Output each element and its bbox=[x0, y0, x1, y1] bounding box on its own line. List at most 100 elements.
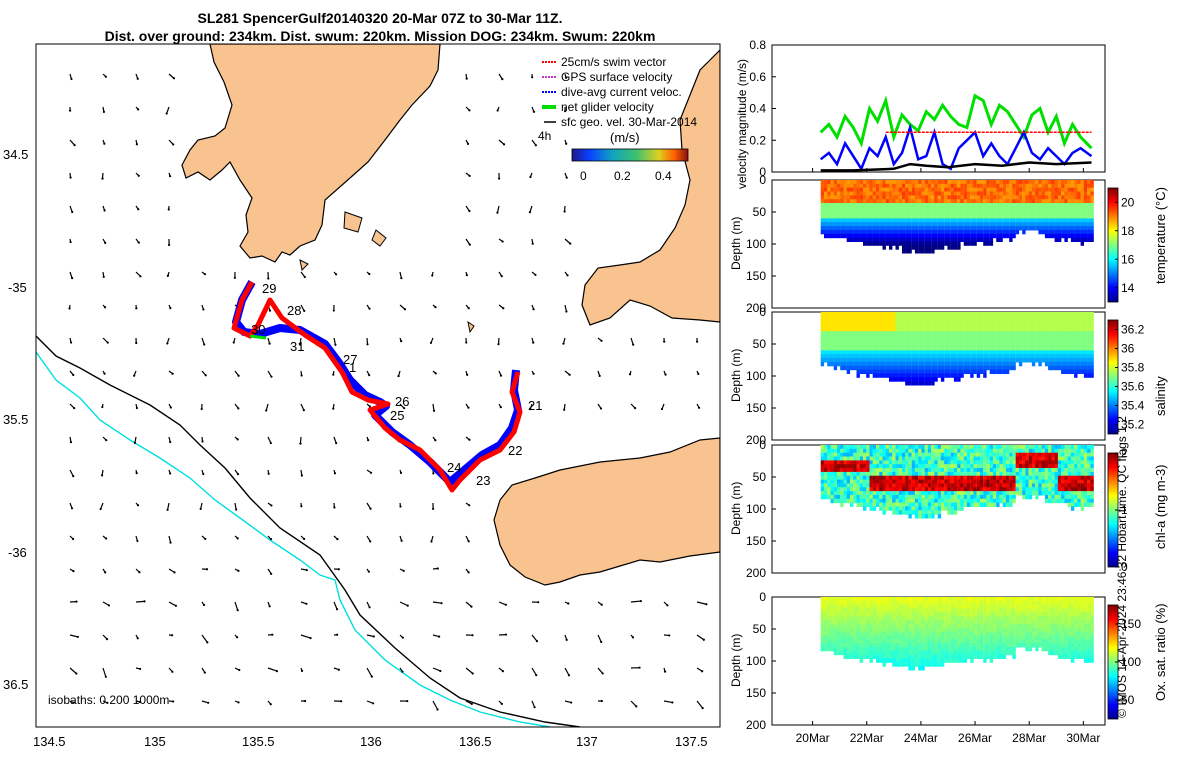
section-cell bbox=[960, 480, 963, 484]
section-cell bbox=[967, 472, 970, 476]
section-cell bbox=[821, 449, 824, 453]
section-cell bbox=[1012, 460, 1015, 464]
section-cell bbox=[993, 218, 996, 222]
section-cell bbox=[925, 324, 928, 328]
section-cell bbox=[873, 468, 876, 472]
section-cell bbox=[902, 487, 905, 491]
section-cell bbox=[824, 358, 827, 362]
section-cell bbox=[964, 211, 967, 215]
section-cell bbox=[1012, 316, 1015, 320]
section-cell bbox=[1084, 312, 1087, 316]
section-cell bbox=[857, 335, 860, 339]
section-cell bbox=[980, 195, 983, 199]
section-cell bbox=[847, 609, 850, 613]
section-cell bbox=[1090, 207, 1093, 211]
section-cell bbox=[938, 457, 941, 461]
section-cell bbox=[1025, 476, 1028, 480]
section-cell bbox=[921, 222, 924, 226]
sfc-geo-arrow-head bbox=[601, 700, 603, 702]
section-cell bbox=[1068, 320, 1071, 324]
sfc-geo-arrow-head bbox=[334, 344, 336, 346]
section-cell bbox=[912, 211, 915, 215]
section-cell bbox=[915, 222, 918, 226]
section-cell bbox=[905, 362, 908, 366]
section-cell bbox=[886, 188, 889, 192]
section-cell bbox=[1077, 354, 1080, 358]
section-cell bbox=[1009, 238, 1012, 242]
section-cell bbox=[892, 503, 895, 507]
section-cell bbox=[824, 445, 827, 449]
sfc-geo-arrow-head bbox=[143, 600, 145, 602]
sfc-geo-arrow-head bbox=[137, 208, 139, 210]
section-cell bbox=[873, 370, 876, 374]
section-cell bbox=[941, 362, 944, 366]
section-cell bbox=[964, 230, 967, 234]
section-cell bbox=[892, 358, 895, 362]
section-cell bbox=[925, 320, 928, 324]
section-cell bbox=[824, 180, 827, 184]
section-cell bbox=[860, 453, 863, 457]
sfc-geo-arrow-head bbox=[367, 439, 369, 441]
section-cell bbox=[993, 464, 996, 468]
section-cell bbox=[954, 218, 957, 222]
section-cell bbox=[1051, 215, 1054, 219]
section-cell bbox=[1058, 491, 1061, 495]
section-cell bbox=[1055, 449, 1058, 453]
section-cell bbox=[879, 358, 882, 362]
section-cell bbox=[853, 464, 856, 468]
section-cell bbox=[1064, 188, 1067, 192]
sfc-geo-arrow-head bbox=[172, 143, 174, 145]
sfc-geo-arrow-head bbox=[203, 343, 205, 345]
section-cell bbox=[1016, 449, 1019, 453]
section-cell bbox=[899, 370, 902, 374]
section-cell bbox=[1081, 445, 1084, 449]
section-cell bbox=[1048, 324, 1051, 328]
section-cell bbox=[1022, 483, 1025, 487]
section-cell bbox=[938, 499, 941, 503]
section-cell bbox=[889, 312, 892, 316]
section-cell bbox=[1025, 347, 1028, 351]
day-label-24: 24 bbox=[447, 460, 461, 475]
section-cell bbox=[908, 230, 911, 234]
section-cell bbox=[1022, 195, 1025, 199]
section-cell bbox=[850, 316, 853, 320]
section-cell bbox=[980, 180, 983, 184]
section-cell bbox=[951, 457, 954, 461]
section-cell bbox=[1025, 453, 1028, 457]
section-cell bbox=[993, 476, 996, 480]
sfc-geo-arrow-head bbox=[402, 637, 404, 639]
section-cell bbox=[951, 215, 954, 219]
section-cell bbox=[1022, 468, 1025, 472]
section-cell bbox=[1077, 457, 1080, 461]
section-cell bbox=[1038, 449, 1041, 453]
sfc-geo-arrow-head bbox=[71, 507, 73, 509]
section-cell bbox=[925, 495, 928, 499]
section-cell bbox=[1090, 503, 1093, 507]
sfc-geo-arrow-head bbox=[472, 672, 474, 674]
section-cell bbox=[1003, 487, 1006, 491]
section-cell bbox=[889, 324, 892, 328]
section-cell bbox=[990, 453, 993, 457]
section-cell bbox=[857, 358, 860, 362]
section-cell bbox=[912, 476, 915, 480]
section-cell bbox=[892, 499, 895, 503]
section-cell bbox=[876, 335, 879, 339]
section-cell bbox=[850, 312, 853, 316]
section-cell bbox=[1084, 503, 1087, 507]
section-cell bbox=[977, 457, 980, 461]
section-cell bbox=[850, 453, 853, 457]
section-cell bbox=[954, 184, 957, 188]
section-cell bbox=[847, 215, 850, 219]
section-cell bbox=[1055, 195, 1058, 199]
section-cell bbox=[853, 222, 856, 226]
section-cell bbox=[996, 207, 999, 211]
section-cell bbox=[1003, 460, 1006, 464]
section-cell bbox=[996, 343, 999, 347]
section-cell bbox=[1006, 180, 1009, 184]
section-cell bbox=[986, 358, 989, 362]
section-cell bbox=[964, 335, 967, 339]
section-cell bbox=[996, 347, 999, 351]
section-cell bbox=[863, 316, 866, 320]
section-cell bbox=[860, 472, 863, 476]
section-cell bbox=[853, 639, 856, 643]
